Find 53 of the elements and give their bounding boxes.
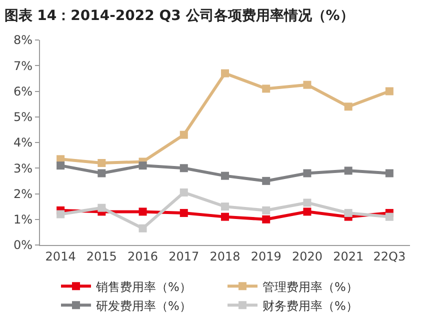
point — [180, 130, 188, 139]
y-tick-label: 1% — [14, 212, 33, 227]
point — [138, 162, 147, 170]
point — [344, 208, 352, 217]
point — [180, 188, 188, 196]
point — [303, 80, 312, 89]
y-tick-label: 2% — [14, 186, 33, 201]
point — [180, 208, 188, 217]
legend-label: 财务费用率（%） — [262, 298, 358, 313]
x-tick-label: 2014 — [45, 249, 76, 264]
point — [262, 176, 270, 185]
point — [221, 69, 229, 78]
legend-label: 销售费用率（%） — [95, 280, 192, 294]
y-tick-label: 0% — [14, 238, 33, 252]
point — [262, 84, 270, 93]
point — [262, 215, 270, 224]
point — [385, 87, 394, 96]
x-tick-label: 2016 — [128, 249, 158, 264]
point — [385, 212, 394, 221]
point — [138, 224, 147, 232]
point — [303, 198, 312, 207]
point — [303, 208, 312, 216]
y-tick-label: 7% — [14, 58, 33, 73]
x-tick-label: 2020 — [292, 249, 322, 264]
point — [98, 159, 106, 167]
y-tick-label: 8% — [14, 33, 33, 48]
point — [303, 169, 312, 178]
y-tick-label: 3% — [14, 161, 33, 176]
chart-title: 图表 14：2014-2022 Q3 公司各项费用率情况（%） — [4, 6, 354, 24]
x-tick-label: 2018 — [210, 249, 240, 264]
point — [56, 210, 65, 218]
y-tick-label: 6% — [14, 84, 33, 98]
point — [344, 102, 352, 111]
x-tick-label: 2015 — [86, 249, 117, 264]
x-tick-label: 2021 — [333, 249, 364, 264]
point — [221, 172, 229, 180]
point — [262, 206, 270, 214]
y-tick-label: 4% — [14, 136, 33, 150]
point — [221, 212, 229, 221]
point — [56, 162, 65, 170]
point — [138, 208, 147, 216]
legend-label: 管理费用率（%） — [262, 280, 358, 294]
x-tick-label: 2017 — [168, 249, 200, 264]
point — [98, 204, 106, 212]
point — [385, 169, 394, 178]
point — [98, 169, 106, 178]
point — [180, 164, 188, 172]
x-tick-label: 22Q3 — [373, 249, 406, 264]
point — [221, 202, 229, 211]
x-tick-label: 2019 — [250, 249, 282, 264]
point — [344, 166, 352, 175]
y-tick-label: 5% — [14, 110, 33, 124]
legend-label: 研发费用率（%） — [96, 298, 192, 313]
